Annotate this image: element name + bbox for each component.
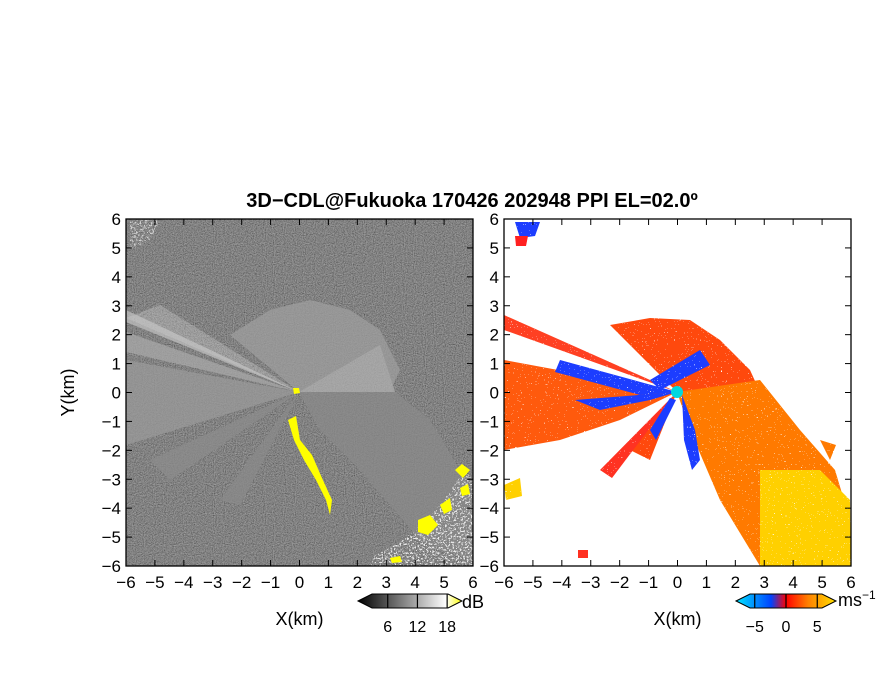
x-tick-label: −6 (116, 573, 135, 592)
x-tick-label: 5 (439, 573, 448, 592)
velocity-approaching-flow (515, 222, 710, 470)
y-tick-label: −3 (480, 470, 499, 489)
y-tick-label: −1 (102, 412, 121, 431)
intensity-colorbar-unit: dB (462, 592, 484, 612)
y-tick-label: −3 (102, 470, 121, 489)
velocity-colorbar: −5 0 5 ms−1 (734, 588, 876, 636)
intensity-echo-speckle (126, 305, 299, 392)
x-axis-label: X(km) (276, 609, 324, 629)
velocity-far-speckle (504, 236, 836, 558)
velocity-unit-exponent: −1 (862, 588, 876, 602)
y-tick-label: −1 (480, 412, 499, 431)
y-axis-label: Y(km) (58, 369, 78, 417)
velocity-colorbar-ticks: −5 0 5 (746, 594, 822, 636)
x-tick-label: −4 (174, 573, 193, 592)
y-tick-label: 0 (112, 384, 121, 403)
intensity-colorbar-bar (356, 593, 464, 609)
x-tick-label: −5 (145, 573, 164, 592)
y-tick-label: −5 (102, 528, 121, 547)
y-tick-label: 6 (490, 210, 499, 229)
y-tick-label: 4 (490, 268, 499, 287)
x-tick-label: 4 (410, 573, 419, 592)
colorbar-tick-label: 5 (813, 619, 822, 636)
velocity-panel (504, 219, 851, 566)
colorbar-tick-label: 18 (438, 619, 456, 636)
y-tick-label: 1 (112, 355, 121, 374)
x-tick-label: −3 (581, 573, 600, 592)
y-tick-label: −4 (102, 499, 121, 518)
colorbar-tick-label: 12 (409, 619, 427, 636)
x-tick-label: −2 (610, 573, 629, 592)
chart-title: 3D−CDL@Fukuoka 170426 202948 PPI EL=02.0… (246, 190, 698, 212)
x-tick-label: −1 (639, 573, 658, 592)
x-tick-label: −5 (523, 573, 542, 592)
velocity-echo-fan (504, 315, 851, 566)
y-tick-label: −5 (480, 528, 499, 547)
y-tick-label: 6 (112, 210, 121, 229)
y-tick-label: −2 (102, 441, 121, 460)
intensity-panel (126, 219, 473, 566)
colorbar-tick-label: 0 (782, 619, 791, 636)
y-tick-label: 2 (490, 326, 499, 345)
y-tick-label: 5 (112, 239, 121, 258)
x-tick-label: 5 (817, 573, 826, 592)
x-tick-label: −3 (203, 573, 222, 592)
intensity-colorbar: 6 12 18 dB (356, 592, 484, 636)
y-tick-label: −6 (102, 557, 121, 576)
intensity-corner-patch (130, 220, 160, 250)
intensity-bright-patch (370, 470, 473, 566)
x-tick-label: 3 (760, 573, 769, 592)
x-tick-label: −6 (494, 573, 513, 592)
y-tick-label: 4 (112, 268, 121, 287)
x-tick-label: 1 (324, 573, 333, 592)
y-tick-label: 3 (112, 297, 121, 316)
y-tick-label: −6 (480, 557, 499, 576)
colorbar-tick-label: −5 (746, 619, 764, 636)
intensity-colorbar-ticks: 6 12 18 (383, 594, 456, 636)
x-tick-label: 1 (702, 573, 711, 592)
x-tick-label: 2 (731, 573, 740, 592)
x-tick-label: 2 (353, 573, 362, 592)
x-tick-label: 4 (788, 573, 797, 592)
radar-site-marker (671, 386, 683, 398)
y-tick-label: −4 (480, 499, 499, 518)
x-tick-label: −4 (552, 573, 571, 592)
x-tick-label: −1 (261, 573, 280, 592)
velocity-colorbar-unit: ms−1 (838, 588, 876, 610)
y-tick-label: 3 (490, 297, 499, 316)
y-tick-label: 1 (490, 355, 499, 374)
x-tick-label: 3 (382, 573, 391, 592)
x-tick-label: 6 (468, 573, 477, 592)
y-tick-label: 0 (490, 384, 499, 403)
x-tick-label: −2 (232, 573, 251, 592)
y-tick-label: −2 (480, 441, 499, 460)
x-tick-label: 0 (295, 573, 304, 592)
y-tick-label: 5 (490, 239, 499, 258)
axes-layer: −6 −5 −4 −3 −2 −1 0 1 2 3 4 5 66543210−1−2−3−4−5−6X(… (58, 210, 856, 629)
x-tick-label: 0 (673, 573, 682, 592)
intensity-strong-echo (288, 388, 470, 563)
velocity-unit-base: ms (838, 590, 862, 610)
colorbar-tick-label: 6 (383, 619, 392, 636)
x-tick-label: 6 (846, 573, 855, 592)
y-tick-label: 2 (112, 326, 121, 345)
x-axis-label: X(km) (654, 609, 702, 629)
